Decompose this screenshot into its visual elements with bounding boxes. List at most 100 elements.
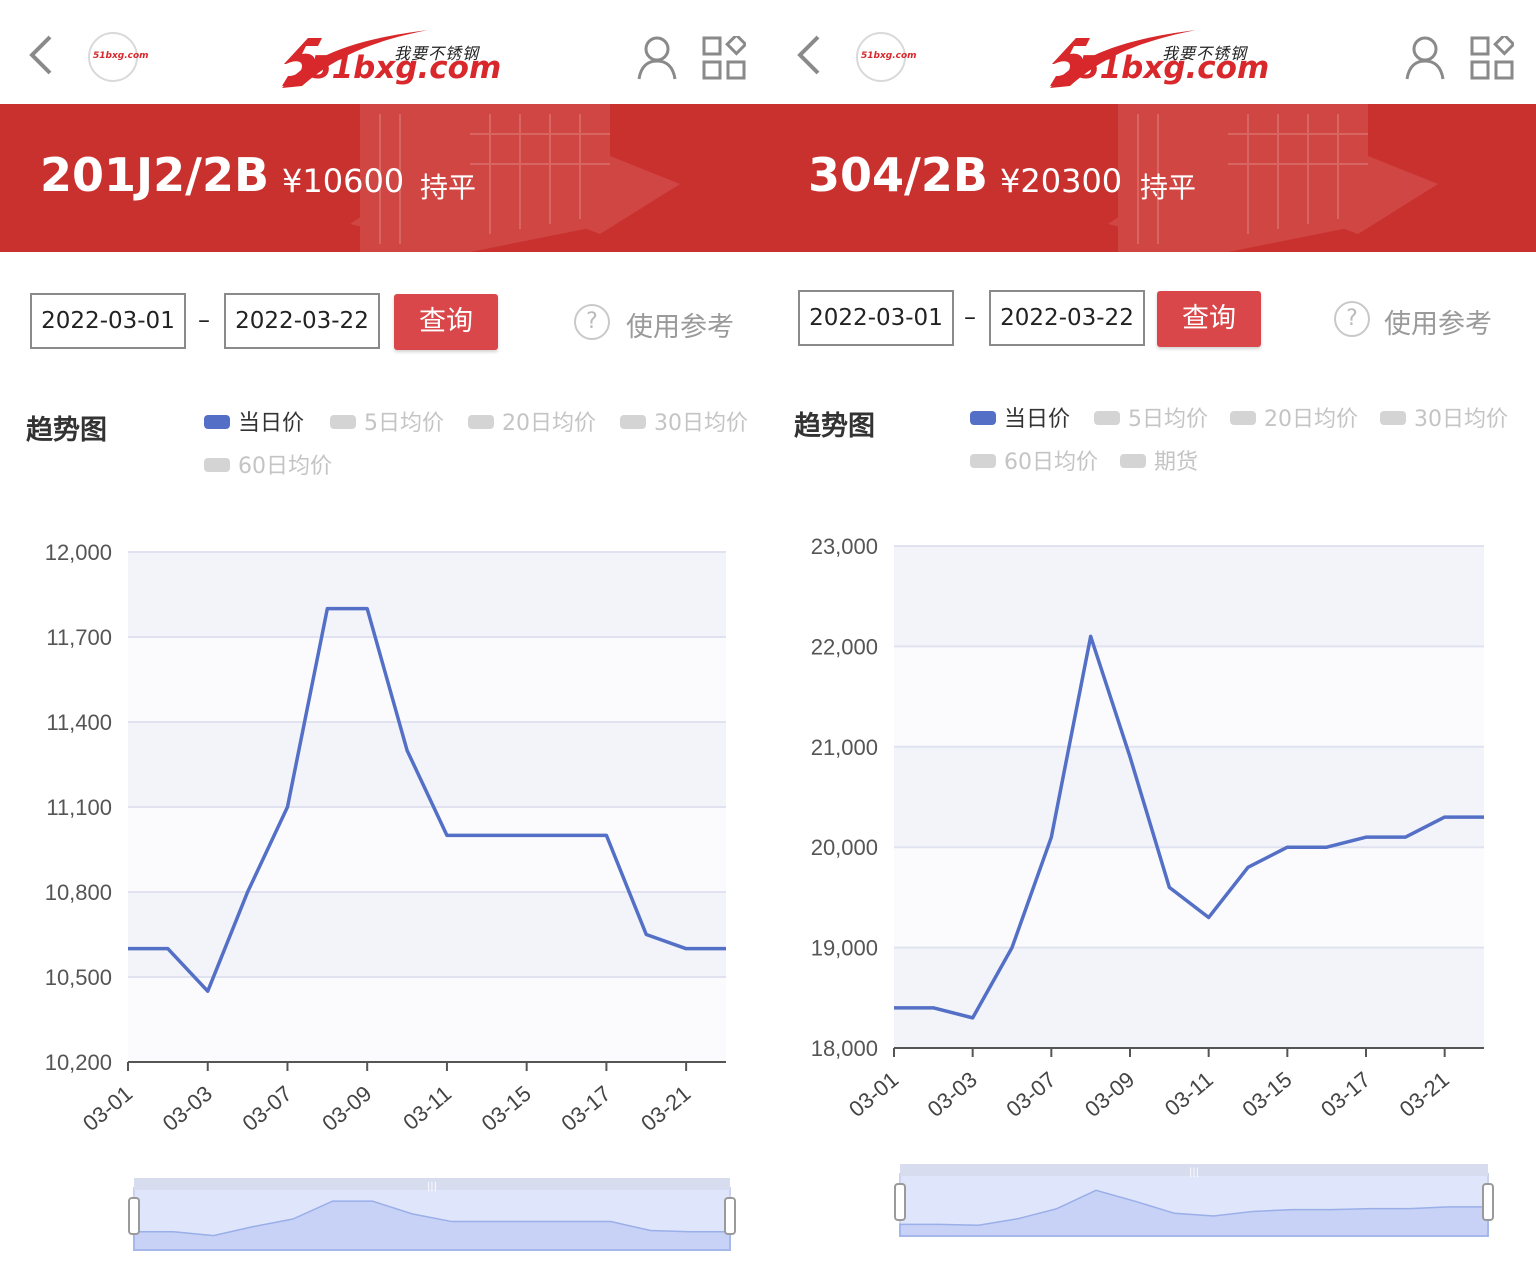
y-tick-label: 22,000 [811,634,878,659]
grid-band [128,977,726,1062]
grid-band [894,947,1484,1048]
datazoom-bar[interactable] [134,1178,730,1190]
y-tick-label: 11,700 [46,625,112,650]
right-panel: 51bxg.com 我要不锈钢 51bxg.com [768,0,1536,1280]
date-to-input[interactable]: 2022-03-22 [224,293,380,349]
brand-logo[interactable]: 我要不锈钢 51bxg.com [1046,24,1269,94]
x-tick-label: 03-07 [1001,1067,1060,1122]
grid-apps-icon[interactable] [702,36,746,80]
x-tick-label: 03-09 [1080,1067,1139,1122]
legend-ma30[interactable]: 30日均价 [1380,406,1508,434]
price-status: 持平 [420,171,477,204]
x-tick-label: 03-03 [158,1081,217,1136]
top-bar: 51bxg.com 我要不锈钢 51bxg.com [0,0,768,104]
datazoom-handle[interactable] [128,1197,140,1235]
x-tick-label: 03-21 [1395,1067,1454,1122]
site-logo-badge[interactable]: 51bxg.com [856,32,917,82]
grid-band [894,847,1484,948]
y-tick-label: 11,100 [46,795,112,820]
x-tick-label: 03-01 [844,1067,903,1122]
legend-swatch [1230,411,1256,425]
date-from-input[interactable]: 2022-03-01 [798,290,954,346]
price-status: 持平 [1140,171,1197,204]
x-tick-label: 03-21 [636,1081,695,1136]
query-button[interactable]: 查询 [1157,291,1261,347]
legend-ma20[interactable]: 20日均价 [468,410,596,438]
legend-daily-price[interactable]: 当日价 [970,406,1070,434]
datazoom-grip-icon: ||| [427,1181,437,1192]
price-banner: 201J2/2B ¥10600 持平 [0,104,768,252]
y-tick-label: 20,000 [811,835,878,860]
datazoom-grip-icon: ||| [1189,1167,1199,1178]
help-label[interactable]: 使用参考 [626,312,734,343]
grid-band [894,746,1484,848]
brand-logo[interactable]: 我要不锈钢 51bxg.com [278,24,501,94]
legend-ma60[interactable]: 60日均价 [970,449,1098,477]
help-circle-icon[interactable]: ? [1334,301,1370,337]
back-arrow-icon[interactable] [794,34,830,76]
user-icon[interactable] [636,36,678,80]
product-price: ¥10600 [282,162,405,200]
x-tick-label: 03-03 [923,1067,982,1122]
legend-swatch [204,458,230,472]
building-illustration [350,104,680,252]
top-bar: 51bxg.com 我要不锈钢 51bxg.com [768,0,1536,104]
datazoom-handle[interactable] [894,1183,906,1221]
y-tick-label: 12,000 [45,540,112,565]
grid-band [128,892,726,977]
product-name: 304/2B [808,148,988,202]
brand-swoosh-icon [1050,30,1196,88]
legend-swatch [1120,454,1146,468]
help-circle-icon[interactable]: ? [574,304,610,340]
x-tick-label: 03-11 [1160,1067,1218,1121]
product-price: ¥20300 [1000,162,1123,200]
user-icon[interactable] [1404,36,1446,80]
y-tick-label: 21,000 [811,735,878,760]
x-tick-label: 03-17 [556,1081,615,1136]
query-button[interactable]: 查询 [394,294,498,350]
grid-band [894,546,1484,647]
grid-band [128,807,726,892]
date-to-input[interactable]: 2022-03-22 [989,290,1145,346]
legend-daily-price[interactable]: 当日价 [204,410,304,438]
brand-swoosh-icon [282,30,428,88]
y-tick-label: 23,000 [811,534,878,559]
x-tick-label: 03-07 [237,1081,296,1136]
y-tick-label: 10,500 [45,965,112,990]
x-tick-label: 03-15 [1237,1067,1296,1122]
date-separator: – [198,306,210,334]
y-tick-label: 11,400 [46,710,112,735]
trend-chart[interactable]: 18,000 19,000 20,000 21,000 22,000 23,000 03-0… [768,520,1536,1280]
legend-futures[interactable]: 期货 [1120,449,1198,477]
datazoom-handle[interactable] [1482,1183,1494,1221]
date-separator: – [964,303,976,331]
x-tick-label: 03-17 [1316,1067,1375,1122]
legend-ma30[interactable]: 30日均价 [620,410,748,438]
trend-chart[interactable]: 10,200 10,500 10,800 11,100 11,400 11,700 12,0… [0,520,768,1280]
site-logo-badge[interactable]: 51bxg.com [88,32,149,82]
section-title: 趋势图 [794,411,875,442]
legend-ma60[interactable]: 60日均价 [204,453,332,481]
date-from-input[interactable]: 2022-03-01 [30,293,186,349]
building-illustration [1108,104,1438,252]
series-line-daily-price [894,634,1484,1020]
legend-ma5[interactable]: 5日均价 [1094,406,1208,434]
legend-ma20[interactable]: 20日均价 [1230,406,1358,434]
datazoom-preview [899,1189,1489,1237]
legend-swatch [468,415,494,429]
y-tick-label: 10,200 [45,1050,112,1075]
legend-ma5[interactable]: 5日均价 [330,410,444,438]
help-label[interactable]: 使用参考 [1384,309,1492,340]
y-tick-label: 18,000 [811,1036,878,1061]
datazoom-bar[interactable] [900,1164,1488,1176]
datazoom-handle[interactable] [724,1197,736,1235]
legend-swatch [620,415,646,429]
legend-swatch [970,411,996,425]
product-name: 201J2/2B [40,148,270,202]
grid-apps-icon[interactable] [1470,36,1514,80]
price-banner: 304/2B ¥20300 持平 [768,104,1536,252]
left-panel: 51bxg.com 我要不锈钢 51bxg.com [0,0,768,1280]
section-title: 趋势图 [26,415,107,446]
back-arrow-icon[interactable] [26,34,62,76]
series-line-daily-price [128,606,726,993]
